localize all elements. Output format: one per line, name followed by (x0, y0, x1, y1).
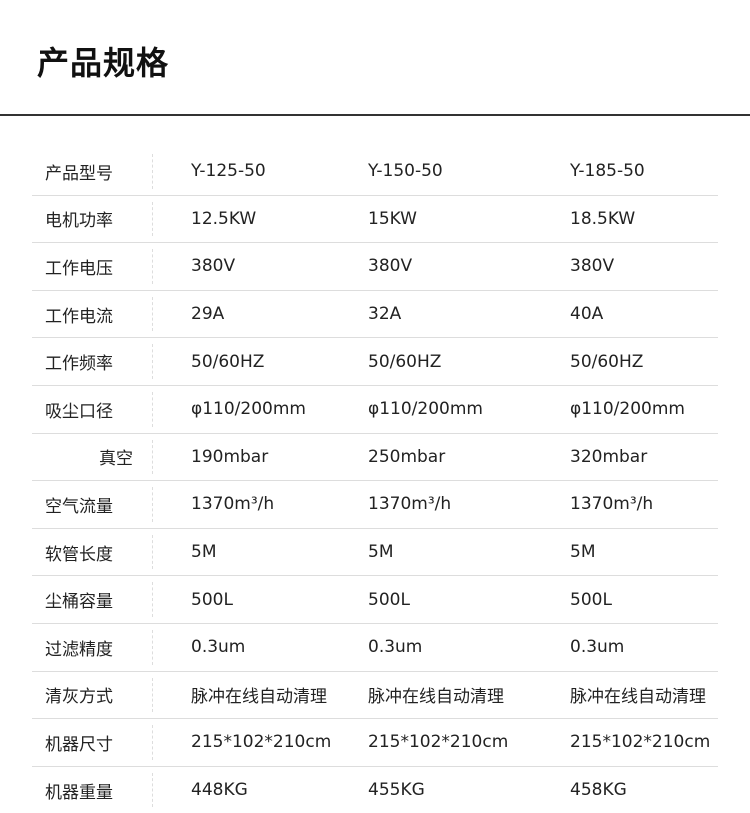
page-title: 产品规格 (37, 44, 170, 82)
spec-row: 软管长度 5M 5M 5M (32, 529, 718, 577)
spec-label: 过滤精度 (45, 639, 113, 660)
column-divider (152, 249, 153, 284)
spec-value: 0.3um (368, 637, 423, 658)
spec-value: 12.5KW (191, 208, 257, 229)
spec-value: 1370m³/h (191, 494, 275, 515)
spec-value: 380V (368, 256, 413, 277)
spec-label: 真空 (99, 449, 133, 470)
spec-value: 50/60HZ (191, 351, 265, 372)
spec-value: 250mbar (368, 446, 446, 467)
column-divider (152, 439, 153, 475)
column-divider (152, 154, 153, 189)
column-divider (152, 391, 153, 427)
spec-value: 0.3um (570, 637, 625, 658)
spec-value: Y-185-50 (570, 161, 645, 182)
spec-value: 40A (570, 304, 604, 325)
column-divider (152, 772, 153, 808)
spec-value: 215*102*210cm (191, 732, 332, 753)
spec-label: 工作电流 (45, 306, 113, 327)
spec-value: 215*102*210cm (368, 732, 509, 753)
spec-row: 过滤精度 0.3um 0.3um 0.3um (32, 624, 718, 672)
spec-value: 1370m³/h (570, 494, 654, 515)
spec-value: 455KG (368, 780, 425, 801)
spec-value: φ110/200mm (570, 399, 685, 420)
spec-value: 29A (191, 304, 225, 325)
column-divider (152, 201, 153, 237)
column-divider (152, 534, 153, 570)
column-divider (152, 344, 153, 379)
spec-value: 18.5KW (570, 208, 636, 229)
spec-label: 软管长度 (45, 544, 113, 565)
column-divider (152, 487, 153, 522)
column-divider (152, 677, 153, 713)
spec-row: 吸尘口径 φ110/200mm φ110/200mm φ110/200mm (32, 386, 718, 434)
spec-label: 电机功率 (45, 211, 113, 232)
spec-label: 清灰方式 (45, 687, 113, 708)
spec-label: 空气流量 (45, 496, 113, 517)
spec-value: 500L (570, 589, 612, 610)
spec-value: 脉冲在线自动清理 (368, 687, 504, 708)
spec-value: 5M (368, 542, 394, 563)
spec-label: 机器重量 (45, 782, 113, 803)
spec-row: 工作频率 50/60HZ 50/60HZ 50/60HZ (32, 338, 718, 386)
column-divider (152, 725, 153, 760)
spec-label: 吸尘口径 (45, 401, 113, 422)
spec-value: 5M (570, 542, 596, 563)
spec-value: Y-150-50 (368, 161, 443, 182)
spec-value: 15KW (368, 208, 417, 229)
spec-value: 500L (368, 589, 410, 610)
spec-row: 空气流量 1370m³/h 1370m³/h 1370m³/h (32, 481, 718, 529)
spec-row: 真空 190mbar 250mbar 320mbar (32, 434, 718, 482)
column-divider (152, 582, 153, 617)
spec-row: 机器尺寸 215*102*210cm 215*102*210cm 215*102*21… (32, 719, 718, 767)
title-divider (0, 114, 750, 116)
spec-label: 工作频率 (45, 354, 113, 375)
spec-table: 产品型号 Y-125-50 Y-150-50 Y-185-50 电机功率 12.5KW 15… (32, 148, 718, 813)
spec-value: 320mbar (570, 446, 648, 467)
spec-value: φ110/200mm (191, 399, 306, 420)
spec-label: 产品型号 (45, 163, 113, 184)
spec-value: φ110/200mm (368, 399, 483, 420)
spec-label: 机器尺寸 (45, 734, 113, 755)
spec-value: 脉冲在线自动清理 (191, 687, 327, 708)
spec-row: 机器重量 448KG 455KG 458KG (32, 767, 718, 813)
spec-row: 电机功率 12.5KW 15KW 18.5KW (32, 196, 718, 244)
spec-value: 458KG (570, 780, 627, 801)
spec-value: 448KG (191, 780, 248, 801)
spec-value: 380V (191, 256, 236, 277)
column-divider (152, 296, 153, 332)
column-divider (152, 629, 153, 665)
spec-value: Y-125-50 (191, 161, 266, 182)
spec-row: 工作电流 29A 32A 40A (32, 291, 718, 339)
spec-row: 工作电压 380V 380V 380V (32, 243, 718, 291)
spec-value: 500L (191, 589, 233, 610)
spec-value: 1370m³/h (368, 494, 452, 515)
spec-value: 脉冲在线自动清理 (570, 687, 706, 708)
spec-value: 0.3um (191, 637, 246, 658)
spec-value: 380V (570, 256, 615, 277)
spec-value: 190mbar (191, 446, 269, 467)
spec-label: 工作电压 (45, 258, 113, 279)
spec-row: 产品型号 Y-125-50 Y-150-50 Y-185-50 (32, 148, 718, 196)
spec-row: 尘桶容量 500L 500L 500L (32, 576, 718, 624)
spec-value: 50/60HZ (570, 351, 644, 372)
spec-value: 32A (368, 304, 402, 325)
spec-label: 尘桶容量 (45, 592, 113, 613)
spec-value: 215*102*210cm (570, 732, 711, 753)
spec-value: 5M (191, 542, 217, 563)
spec-row: 清灰方式 脉冲在线自动清理 脉冲在线自动清理 脉冲在线自动清理 (32, 672, 718, 720)
spec-value: 50/60HZ (368, 351, 442, 372)
